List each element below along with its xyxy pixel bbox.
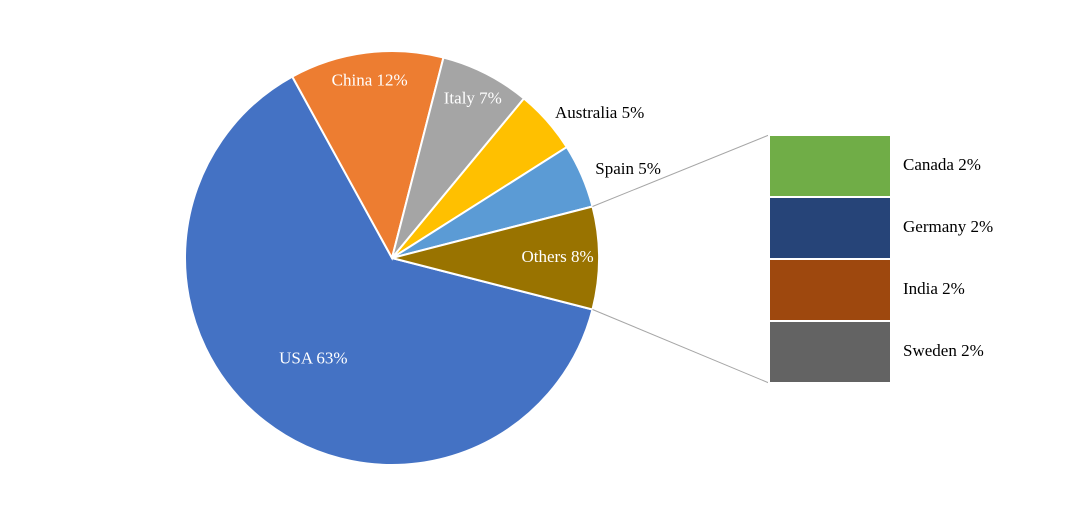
slice-label: Others 8%: [521, 247, 593, 266]
bar-segment: [768, 258, 892, 322]
bar-label: Germany 2%: [903, 217, 993, 236]
bar-label: Sweden 2%: [903, 341, 984, 360]
bar-label: India 2%: [903, 279, 965, 298]
connector-line: [592, 309, 770, 384]
slice-label: Italy 7%: [444, 88, 502, 107]
bar-label: Canada 2%: [903, 155, 981, 174]
pie-slice: [391, 205, 600, 311]
pie-slice: [184, 75, 594, 466]
bar-segment: [768, 320, 892, 384]
slice-label: USA 63%: [279, 348, 347, 367]
slice-label: China 12%: [332, 70, 408, 89]
slice-label: Spain 5%: [595, 159, 661, 178]
connector-line: [592, 134, 770, 207]
bar-segment: [768, 134, 892, 198]
bar-segment: [768, 196, 892, 260]
pie-slice: [290, 50, 445, 261]
slice-label: Australia 5%: [555, 103, 644, 122]
